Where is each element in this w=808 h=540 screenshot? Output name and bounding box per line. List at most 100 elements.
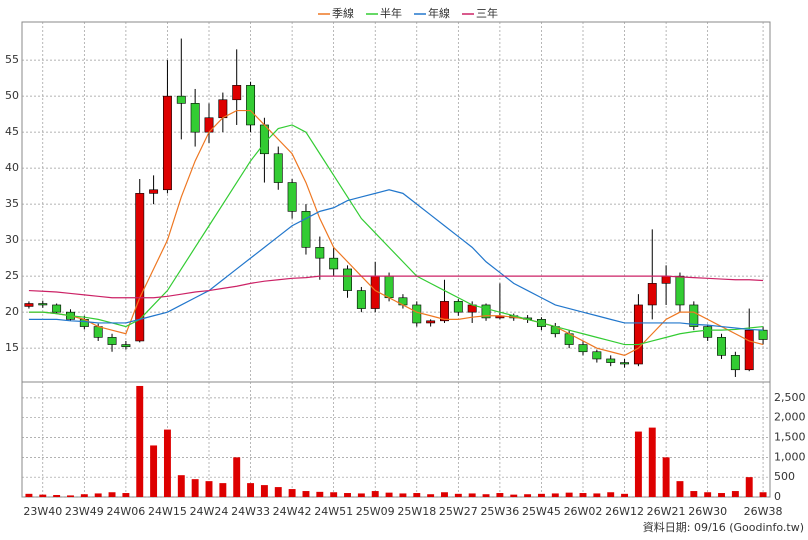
volume-bar — [163, 429, 171, 497]
x-tick-label: 23W40 — [23, 505, 62, 518]
plot-frame — [21, 21, 771, 498]
x-tick-label: 26W38 — [744, 505, 783, 518]
y-tick-label: 45 — [5, 125, 19, 138]
volume-bar — [441, 492, 448, 497]
volume-bar — [634, 431, 642, 497]
candle-body — [343, 268, 352, 291]
y-tick-label: 30 — [5, 233, 19, 246]
candle-body — [717, 337, 726, 356]
candle-body — [218, 99, 228, 119]
x-tick-label: 24W33 — [231, 505, 270, 518]
candle-body — [329, 257, 339, 270]
y2-tick-label: 500 — [774, 470, 795, 483]
legend-label: 三年 — [476, 6, 498, 20]
volume-bar — [150, 445, 158, 497]
ma-line — [28, 189, 764, 331]
volume-bar — [302, 491, 310, 497]
candle-body — [647, 283, 657, 306]
volume-bar — [593, 493, 601, 497]
candle-body — [592, 351, 602, 360]
x-tick-label: 24W51 — [314, 505, 353, 518]
volume-bar — [524, 494, 532, 497]
ma-line — [28, 124, 764, 346]
volume-bar — [468, 493, 476, 497]
volume-bar — [510, 494, 518, 497]
x-tick-label: 25W27 — [439, 505, 478, 518]
candle-body — [606, 358, 616, 363]
candle-body — [315, 247, 325, 259]
volume-bar — [718, 493, 725, 497]
volume-bar — [191, 479, 199, 497]
volume-bar — [745, 477, 753, 497]
y2-tick-label: 2,000 — [774, 411, 806, 424]
candle-body — [675, 275, 685, 306]
candle-body — [440, 301, 449, 322]
volume-bar — [482, 494, 490, 497]
y2-tick-label: 1,500 — [774, 431, 806, 444]
candle-body — [190, 103, 200, 133]
x-tick-label: 25W18 — [397, 505, 436, 518]
candle-body — [232, 85, 242, 101]
volume-bar — [330, 492, 338, 497]
candle-body — [758, 329, 768, 340]
y2-tick-label: 1,000 — [774, 450, 806, 463]
candle-body — [301, 211, 311, 248]
volume-bar — [690, 491, 698, 497]
x-tick-label: 26W30 — [688, 505, 727, 518]
candle-body — [162, 95, 172, 191]
volume-bar — [731, 491, 739, 497]
candle-body — [412, 304, 422, 324]
volume-bar — [108, 492, 116, 497]
candle-body — [273, 153, 283, 183]
volume-bar — [385, 492, 393, 497]
x-tick-label: 25W09 — [356, 505, 395, 518]
ma-line — [28, 275, 764, 299]
candle-body — [689, 304, 699, 327]
legend-label: 半年 — [380, 6, 402, 20]
candle-body — [384, 275, 394, 299]
volume-bar — [205, 481, 213, 497]
volume-bar — [413, 493, 421, 497]
volume-bar — [551, 493, 559, 497]
x-tick-label: 25W36 — [480, 505, 519, 518]
volume-bar — [136, 385, 144, 497]
volume-bar — [260, 485, 268, 497]
volume-bar — [247, 483, 255, 497]
volume-bar — [219, 483, 227, 497]
candle-body — [661, 275, 671, 284]
legend-label: 季線 — [332, 6, 354, 20]
candle-body — [107, 337, 117, 345]
x-tick-label: 23W49 — [65, 505, 104, 518]
candle-body — [730, 355, 740, 371]
y2-tick-label: 2,500 — [774, 391, 806, 404]
candle-body — [52, 304, 62, 313]
volume-bar — [454, 493, 462, 497]
y-tick-label: 50 — [5, 89, 19, 102]
volume-bar — [122, 493, 130, 497]
volume-bar — [67, 495, 74, 497]
volume-bar — [25, 493, 33, 497]
candle-body — [24, 303, 34, 307]
candle-body — [38, 303, 48, 306]
x-tick-label: 26W21 — [647, 505, 686, 518]
volume-bar — [288, 489, 296, 497]
candle-body — [121, 344, 131, 348]
y-tick-label: 20 — [5, 305, 19, 318]
volume-bar — [357, 493, 365, 497]
volume-bar — [607, 492, 615, 497]
volume-bar — [648, 427, 656, 497]
volume-bar — [80, 494, 88, 497]
volume-bar — [662, 457, 670, 497]
candle-body — [633, 304, 643, 365]
volume-bar — [177, 475, 185, 497]
candle-body — [287, 182, 297, 212]
volume-bar — [621, 493, 629, 497]
legend-label: 年線 — [428, 6, 450, 20]
volume-bar — [496, 493, 504, 497]
x-tick-label: 24W15 — [148, 505, 187, 518]
volume-bar — [759, 492, 767, 497]
candle-body — [176, 95, 186, 104]
candle-body — [744, 329, 754, 371]
y-tick-label: 25 — [5, 269, 19, 282]
